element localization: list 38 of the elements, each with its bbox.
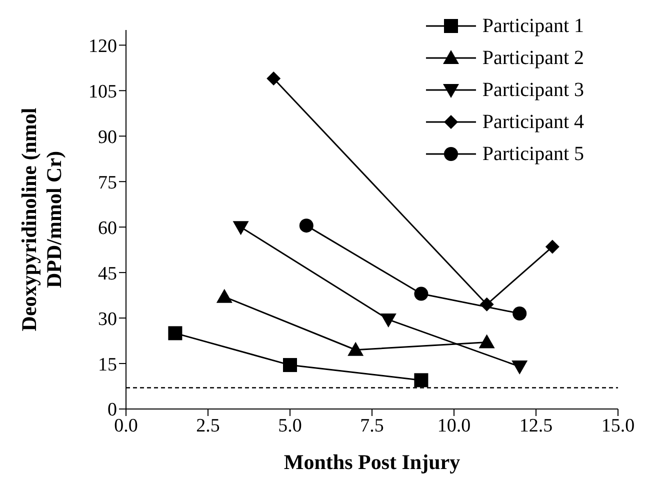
point (348, 342, 364, 356)
y-tick-label: 120 (88, 36, 117, 57)
y-tick-label: 30 (98, 308, 117, 330)
point (299, 218, 314, 233)
point (380, 314, 396, 328)
point (478, 334, 495, 348)
y-axis-title: Deoxypyridinoline (nmol DPD/mmol Cr) (17, 108, 66, 332)
x-tick-label: 15.0 (601, 415, 635, 436)
legend-label: Participant 5 (482, 142, 584, 167)
point (512, 306, 527, 320)
point (512, 360, 528, 375)
legend-label: Participant 1 (482, 14, 584, 39)
legend-label: Participant 2 (482, 46, 584, 71)
legend-label: Participant 3 (482, 78, 584, 103)
x-tick-label: 0.0 (114, 415, 138, 436)
point (266, 72, 281, 86)
y-tick-label: 0 (108, 400, 117, 421)
point (283, 358, 297, 372)
point (545, 240, 560, 254)
y-tick-label: 90 (98, 126, 117, 148)
x-tick-label: 2.5 (196, 415, 220, 436)
y-tick-label: 75 (98, 172, 117, 194)
x-tick-label: 12.5 (519, 415, 553, 436)
point (414, 286, 428, 301)
legend-label: Participant 4 (482, 110, 584, 135)
x-tick-label: 10.0 (437, 415, 471, 436)
y-tick-label: 105 (88, 81, 117, 102)
x-tick-label: 5.0 (278, 415, 302, 436)
x-tick-label: 7.5 (360, 415, 384, 436)
point (216, 288, 232, 303)
point (168, 326, 182, 340)
x-axis-title: Months Post Injury (284, 450, 461, 474)
point (480, 297, 494, 312)
point (232, 221, 249, 236)
y-tick-label: 45 (98, 263, 117, 284)
y-tick-label: 60 (98, 218, 117, 239)
y-tick-label: 15 (98, 354, 117, 376)
point (414, 373, 428, 388)
